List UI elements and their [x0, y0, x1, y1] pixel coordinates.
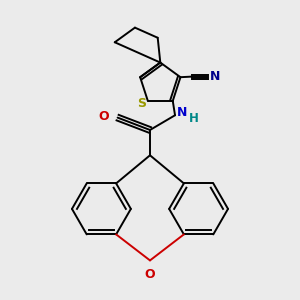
Text: N: N [210, 70, 220, 83]
Text: O: O [145, 268, 155, 281]
Text: H: H [189, 112, 199, 125]
Text: N: N [176, 106, 187, 119]
Text: O: O [99, 110, 110, 123]
Text: S: S [137, 97, 146, 110]
